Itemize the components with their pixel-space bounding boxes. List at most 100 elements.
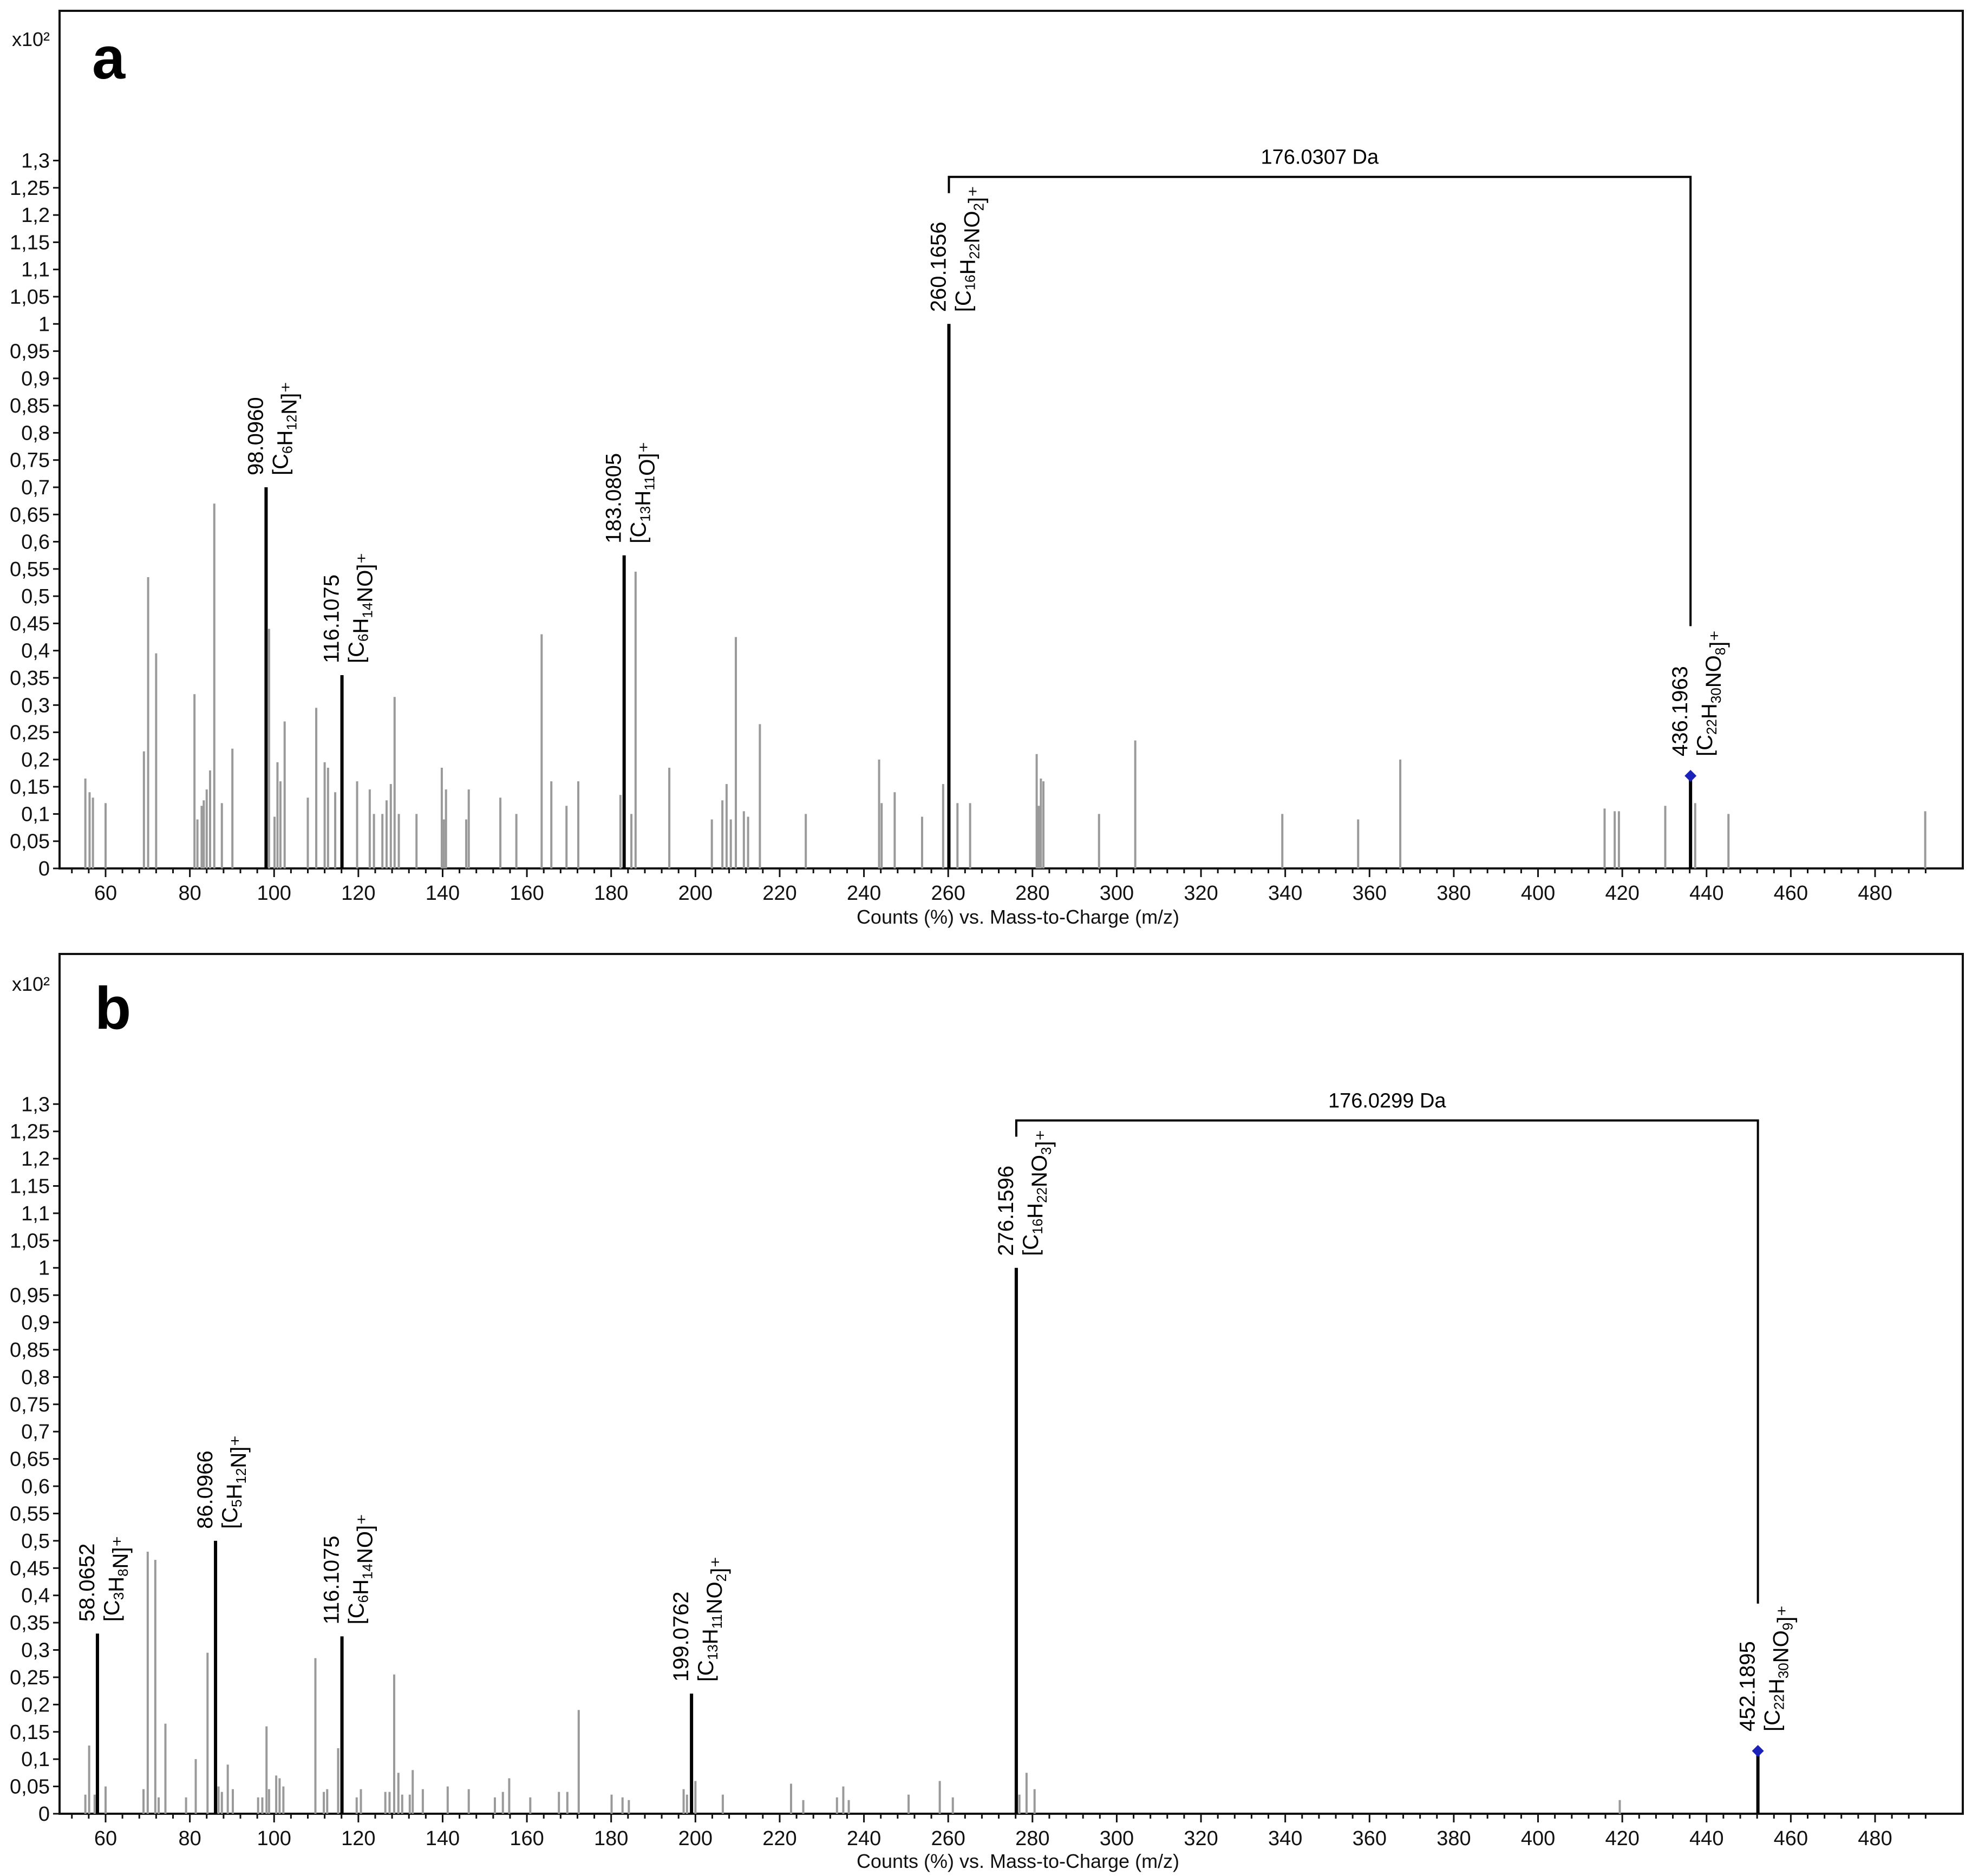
- y-tick-label: 0,55: [10, 1502, 50, 1525]
- x-axis-label: Counts (%) vs. Mass-to-Charge (m/z): [857, 906, 1179, 928]
- y-tick-label: 0,15: [10, 1721, 50, 1744]
- plot-frame: [58, 10, 1964, 870]
- x-tick-label: 180: [594, 882, 628, 905]
- x-tick-label: 440: [1689, 882, 1723, 905]
- y-tick-label: 1,15: [10, 231, 50, 254]
- y-tick-label: 0,65: [10, 1448, 50, 1471]
- peak-mz-label: 436.1963: [1668, 666, 1692, 756]
- peak-mz-label: 452.1895: [1736, 1641, 1760, 1731]
- x-tick-label: 320: [1184, 1827, 1218, 1850]
- y-tick-label: 1,25: [10, 1121, 50, 1143]
- peak-mz-label: 199.0762: [669, 1591, 693, 1682]
- x-tick-label: 200: [678, 1827, 713, 1850]
- y-tick-label: 0,35: [10, 1612, 50, 1635]
- x-tick-label: 300: [1100, 1827, 1134, 1850]
- y-tick-label: 1,2: [21, 1148, 50, 1171]
- y-tick-label: 0,75: [10, 1394, 50, 1416]
- y-tick-label: 1,2: [21, 204, 50, 227]
- y-tick-label: 1,3: [21, 150, 50, 173]
- y-tick-label: 0,95: [10, 1284, 50, 1307]
- x-tick-label: 400: [1521, 1827, 1555, 1850]
- panel-b: 0 0,05 0,1 0,15 0,2 0,25 0,3 0,35 0,4 0,45 0,5 0,55…: [10, 953, 1964, 1872]
- y-tick-label: 0,25: [10, 1666, 50, 1689]
- y-tick-label: 0,85: [10, 395, 50, 417]
- x-tick-label: 340: [1268, 882, 1302, 905]
- peak-mz-label: 276.1596: [994, 1166, 1018, 1256]
- panel-a: 0 0,05 0,1 0,15 0,2 0,25 0,3 0,35 0,4 0,45 0,5 0,55…: [10, 10, 1964, 928]
- x-tick-label: 120: [341, 882, 375, 905]
- x-tick-label: 160: [510, 1827, 544, 1850]
- x-tick-label: 80: [178, 882, 201, 905]
- y-tick-label: 0,1: [21, 803, 50, 826]
- peak-formula-label: [C6H14NO]⁺: [345, 1514, 377, 1625]
- x-tick-label: 240: [847, 882, 881, 905]
- y-tick-label: 0: [38, 1803, 50, 1826]
- x-tick-label: 440: [1689, 1827, 1723, 1850]
- x-tick-label: 280: [1015, 1827, 1049, 1850]
- x-tick-label: 200: [678, 882, 713, 905]
- y-tick-label: 0,45: [10, 1557, 50, 1580]
- y-tick-label: 0,15: [10, 776, 50, 799]
- x-tick-label: 360: [1353, 1827, 1387, 1850]
- peak-formula-label: [C22H30NO8]⁺: [1693, 630, 1730, 756]
- y-tick-label: 0,35: [10, 667, 50, 690]
- x-tick-label: 460: [1774, 1827, 1808, 1850]
- x-tick-label: 120: [341, 1827, 375, 1850]
- x-tick-label: 340: [1268, 1827, 1302, 1850]
- y-tick-label: 1: [38, 1257, 50, 1280]
- x-tick-label: 280: [1015, 882, 1049, 905]
- y-tick-label: 0,2: [21, 749, 50, 772]
- x-tick-label: 360: [1353, 882, 1387, 905]
- y-tick-label: 1,1: [21, 1202, 50, 1225]
- x-tick-label: 100: [257, 1827, 291, 1850]
- y-tick-label: 0,6: [21, 531, 50, 554]
- peak-mz-label: 183.0805: [602, 453, 626, 544]
- y-tick-label: 0,3: [21, 694, 50, 717]
- y-tick-label: 0,5: [21, 1530, 50, 1553]
- peak-mz-label: 58.0652: [75, 1544, 99, 1622]
- peak-formula-label: [C13H11NO2]⁺: [694, 1557, 731, 1682]
- x-tick-label: 80: [178, 1827, 201, 1850]
- peak-formula-label: [C5H12N]⁺: [218, 1435, 251, 1528]
- y-tick-label: 0,9: [21, 368, 50, 390]
- y-tick-label: 0,9: [21, 1312, 50, 1335]
- y-tick-label: 0,2: [21, 1694, 50, 1716]
- neutral-loss-label: 176.0307 Da: [1261, 146, 1379, 169]
- y-tick-label: 0,7: [21, 476, 50, 499]
- x-tick-label: 480: [1858, 882, 1892, 905]
- peak-formula-label: [C16H22NO2]⁺: [951, 186, 988, 312]
- y-tick-label: 1,15: [10, 1175, 50, 1198]
- precursor-marker-icon: [1684, 770, 1697, 782]
- x-tick-label: 160: [510, 882, 544, 905]
- panel-letter: b: [95, 975, 131, 1042]
- y-tick-label: 0,95: [10, 341, 50, 363]
- x-tick-label: 100: [257, 882, 291, 905]
- y-tick-label: 0,85: [10, 1339, 50, 1362]
- x-tick-label: 240: [847, 1827, 881, 1850]
- y-tick-label: 1,1: [21, 259, 50, 282]
- x-tick-label: 460: [1774, 882, 1808, 905]
- x-tick-label: 260: [931, 882, 965, 905]
- y-scale-label: x10²: [12, 28, 50, 50]
- y-tick-label: 0,05: [10, 831, 50, 853]
- peak-formula-label: [C6H12N]⁺: [269, 382, 301, 475]
- x-tick-label: 420: [1605, 882, 1639, 905]
- y-tick-label: 0,4: [21, 1585, 50, 1607]
- y-tick-label: 0,05: [10, 1776, 50, 1799]
- plot-frame: [58, 953, 1964, 1815]
- peak-formula-label: [C16H22NO3]⁺: [1019, 1129, 1056, 1256]
- y-tick-label: 0,8: [21, 422, 50, 445]
- peak-mz-label: 116.1075: [320, 574, 344, 663]
- y-tick-label: 0,45: [10, 612, 50, 635]
- x-tick-label: 300: [1100, 882, 1134, 905]
- x-tick-label: 420: [1605, 1827, 1639, 1850]
- x-tick-label: 320: [1184, 882, 1218, 905]
- peak-formula-label: [C13H11O]⁺: [627, 442, 659, 544]
- x-tick-label: 260: [931, 1827, 965, 1850]
- y-tick-label: 0,5: [21, 585, 50, 608]
- y-tick-label: 1: [38, 313, 50, 336]
- peak-mz-label: 86.0966: [193, 1450, 217, 1529]
- peak-mz-label: 98.0960: [244, 397, 267, 475]
- y-tick-label: 0,55: [10, 558, 50, 581]
